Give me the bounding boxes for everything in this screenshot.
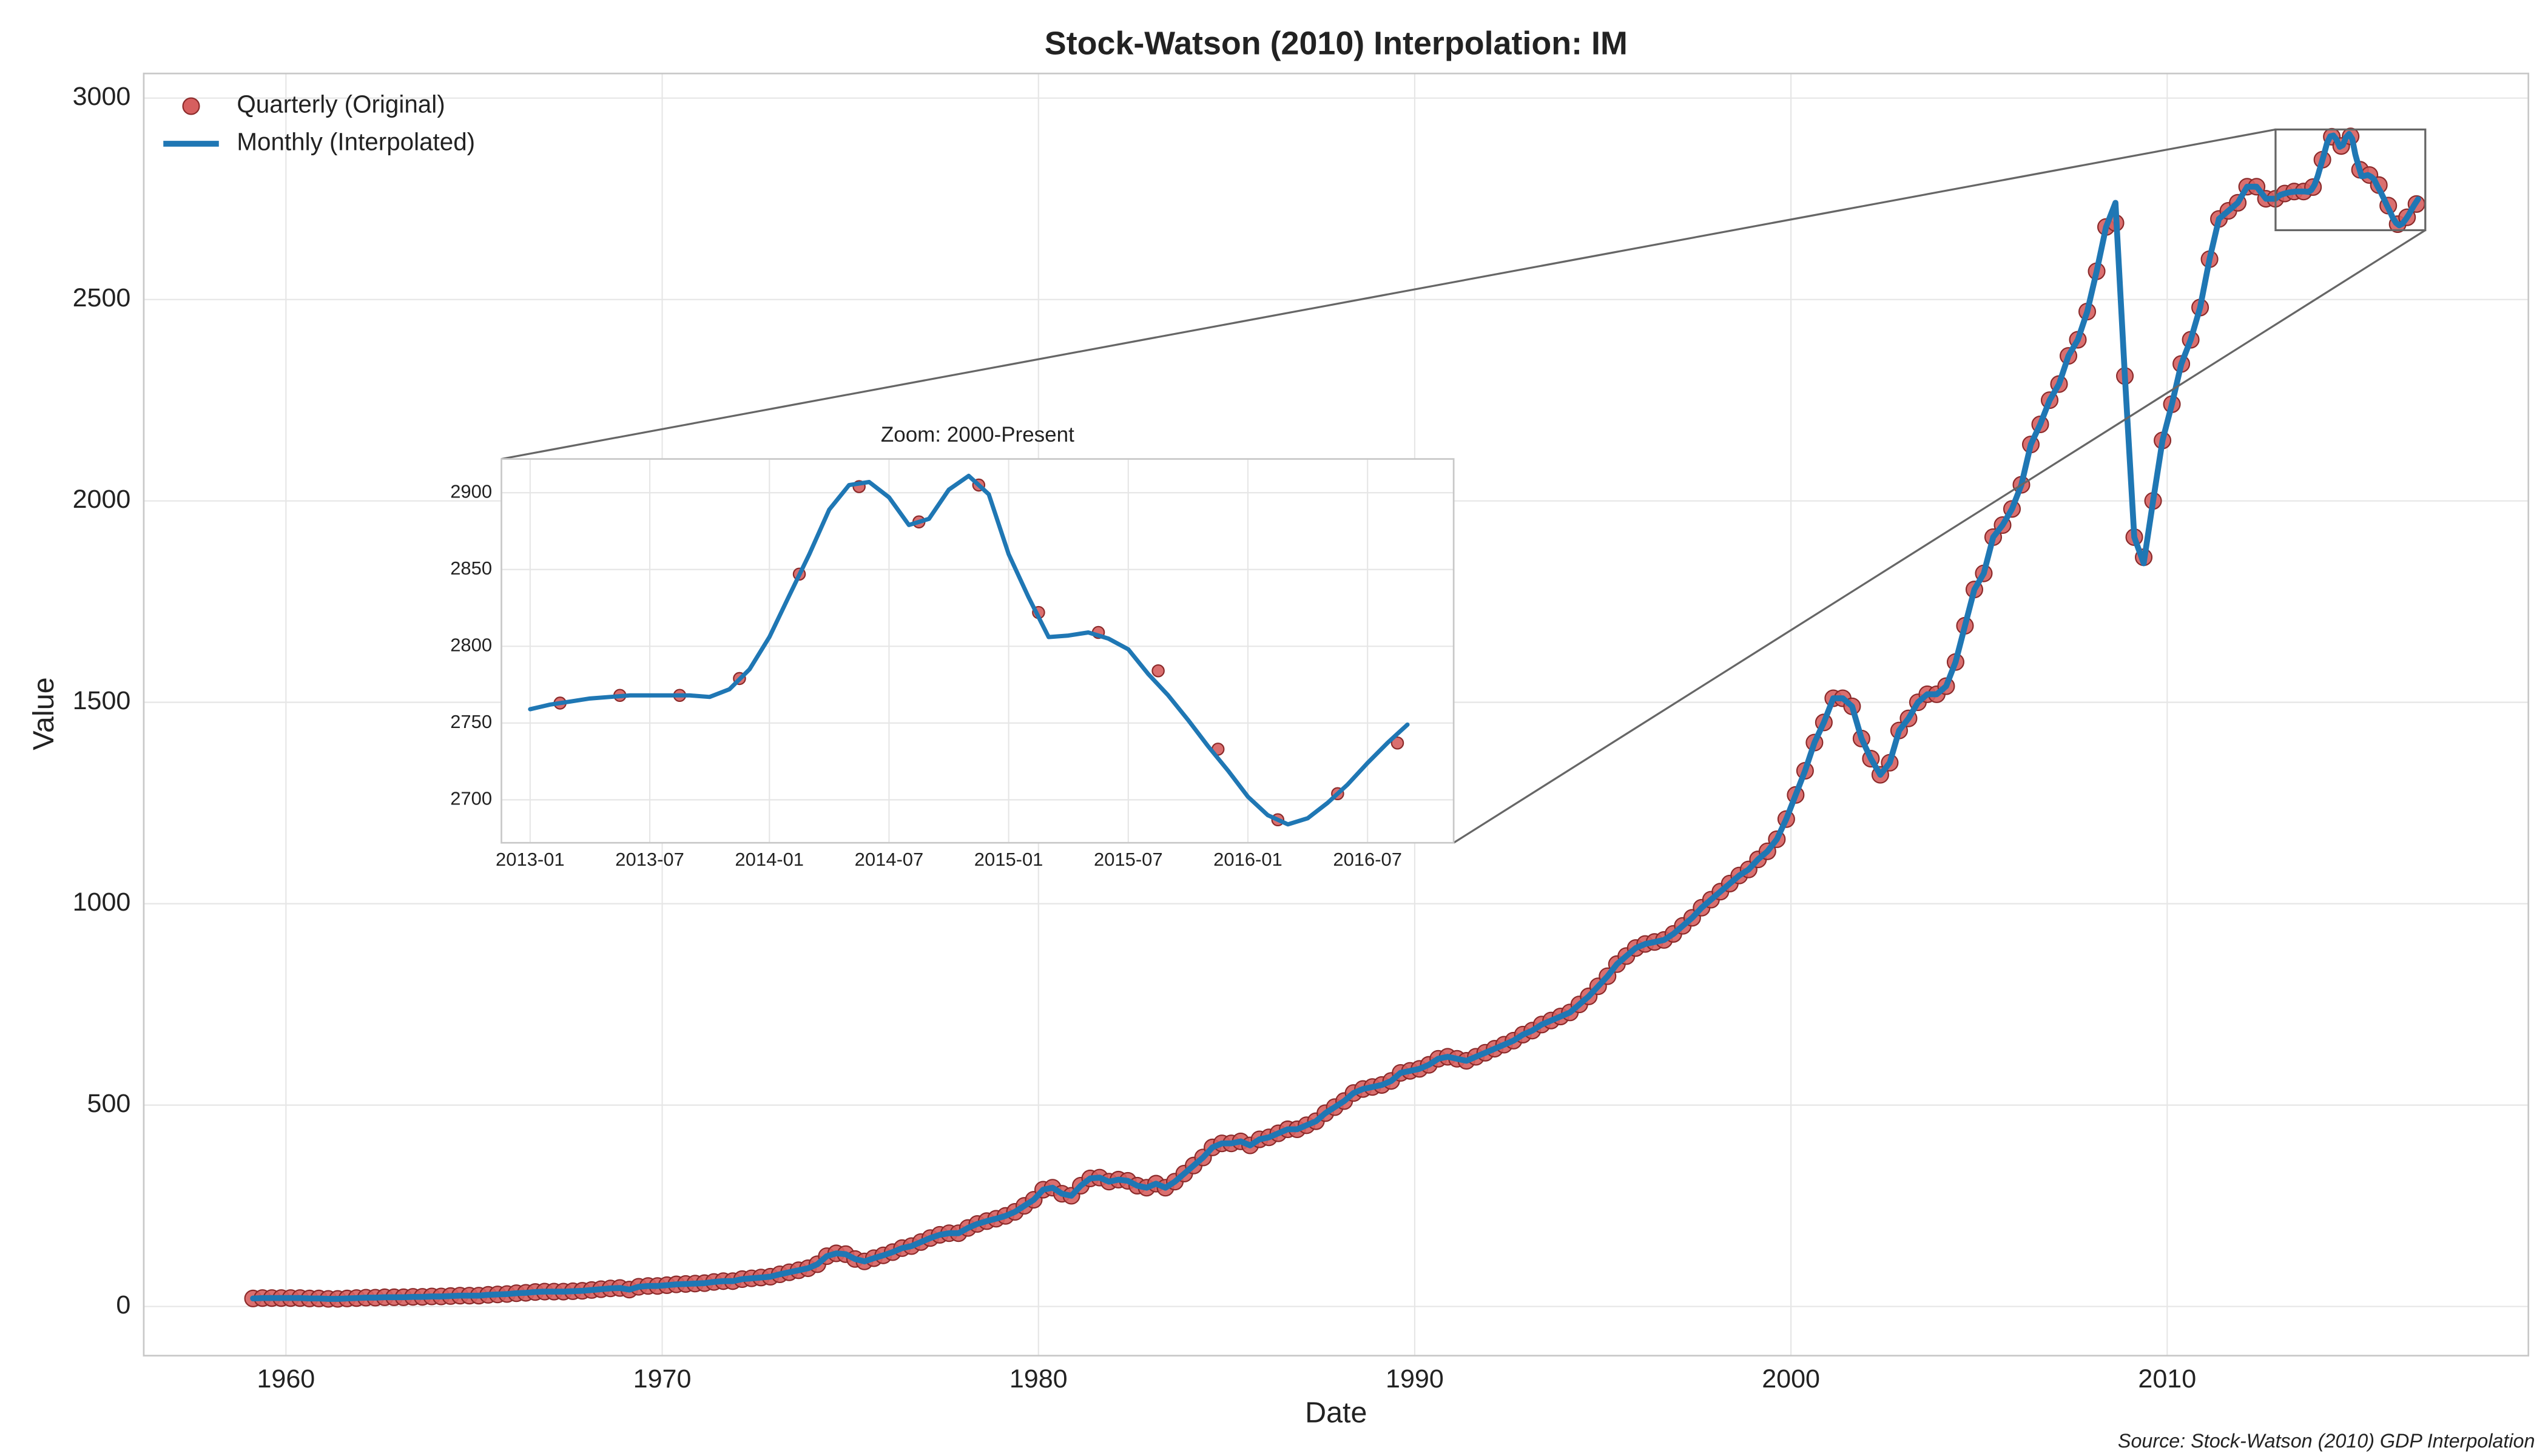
x-tick-label: 2016-07	[1333, 849, 1402, 870]
plot-background	[501, 459, 1454, 843]
plot-area	[244, 127, 2425, 1308]
legend-label: Quarterly (Original)	[237, 90, 445, 118]
y-tick-label: 2900	[450, 480, 492, 502]
inset-title: Zoom: 2000-Present	[881, 423, 1074, 447]
y-tick-label: 2000	[73, 485, 131, 514]
y-tick-label: 1000	[73, 888, 131, 917]
zoom-connector	[501, 128, 2276, 460]
y-tick-label: 2850	[450, 558, 492, 579]
data-point	[1151, 664, 1165, 678]
data-line	[250, 130, 2421, 1302]
plot-area	[528, 473, 1410, 827]
data-line	[528, 473, 1410, 827]
y-axis-label: Value	[27, 677, 60, 750]
chart-title: Stock-Watson (2010) Interpolation: IM	[1045, 25, 1628, 62]
x-tick-label: 2010	[2138, 1364, 2196, 1394]
legend-label: Monthly (Interpolated)	[237, 128, 475, 156]
legend-marker	[182, 97, 200, 115]
x-tick-label: 2015-07	[1094, 849, 1163, 870]
plot-frame	[143, 72, 2530, 1357]
x-tick-label: 1990	[1386, 1364, 1444, 1394]
x-tick-label: 1960	[257, 1364, 315, 1394]
zoom-box	[2274, 128, 2427, 232]
x-tick-label: 2000	[1762, 1364, 1820, 1394]
data-point	[1390, 736, 1404, 750]
x-tick-label: 2015-01	[974, 849, 1043, 870]
y-tick-label: 0	[116, 1290, 130, 1320]
plot-frame	[500, 458, 1455, 844]
y-tick-label: 500	[87, 1089, 131, 1118]
legend: Quarterly (Original) Monthly (Interpolate…	[163, 90, 475, 156]
x-tick-label: 1970	[633, 1364, 692, 1394]
x-tick-label: 1980	[1009, 1364, 1068, 1394]
y-tick-label: 2700	[450, 788, 492, 809]
y-tick-label: 1500	[73, 686, 131, 715]
x-tick-label: 2013-01	[496, 849, 565, 870]
x-tick-label: 2014-01	[735, 849, 804, 870]
x-tick-label: 2013-07	[615, 849, 684, 870]
y-tick-label: 3000	[73, 82, 131, 111]
x-tick-label: 2014-07	[855, 849, 924, 870]
y-tick-label: 2800	[450, 634, 492, 655]
y-tick-label: 2750	[450, 711, 492, 732]
x-tick-label: 2016-01	[1213, 849, 1282, 870]
zoom-connector	[1453, 229, 2426, 844]
y-tick-label: 2500	[73, 283, 131, 312]
inset-axes: 2013-01 2013-07 2014-01 2014-07 2015-01 2015-…	[450, 458, 1455, 870]
source-note: Source: Stock-Watson (2010) GDP Interpol…	[2118, 1430, 2535, 1452]
x-axis-label: Date	[1305, 1396, 1367, 1429]
